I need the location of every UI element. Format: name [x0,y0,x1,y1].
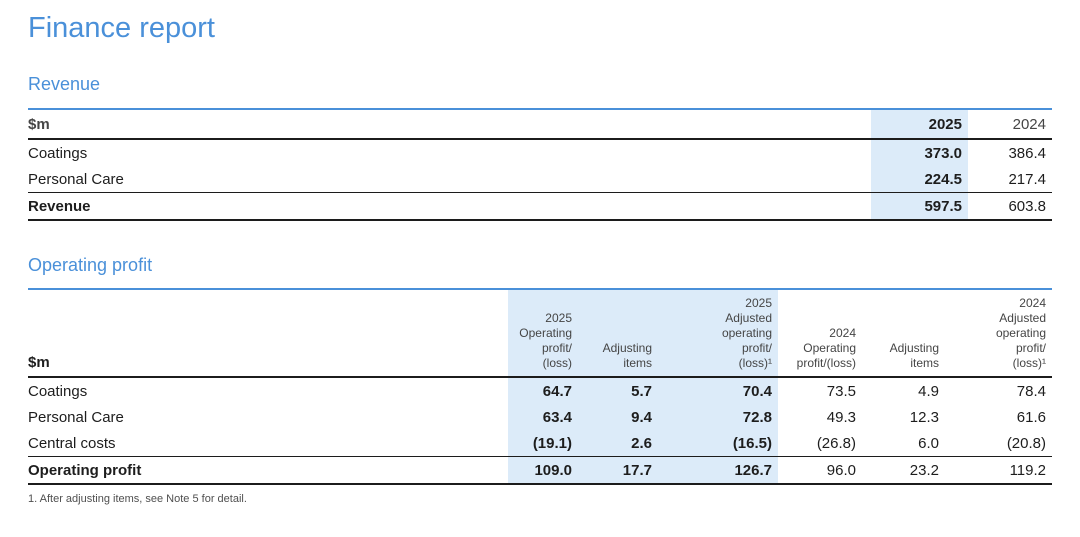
cell-value-2025: 224.5 [871,165,968,193]
op-col-header-2025-adjusted-operating-profit: 2025 Adjusted operating profit/ (loss)¹ [658,289,778,379]
table-row: Personal Care 63.4 9.4 72.8 49.3 12.3 61… [28,404,1052,431]
table-row: Coatings 64.7 5.7 70.4 73.5 4.9 78.4 [28,377,1052,405]
row-label: Personal Care [28,170,124,188]
revenue-section-heading: Revenue [28,73,101,94]
cell-value: 63.4 [508,404,578,431]
op-total-row: Operating profit 109.0 17.7 126.7 96.0 2… [28,456,1052,485]
op-col-header-2024-adjusting-items: Adjusting items [862,289,945,379]
op-header-row: $m 2025 Operating profit/ (loss) Adjusti… [28,289,1052,379]
cell-value: (26.8) [816,435,856,453]
cell-value-2024: 603.8 [968,191,1052,220]
row-label: Coatings [28,144,88,162]
cell-value: 78.4 [1016,383,1046,401]
row-label: Personal Care [28,409,124,427]
cell-value: (16.5) [658,430,778,457]
cell-value: 70.4 [658,377,778,405]
table-row: Central costs (19.1) 2.6 (16.5) (26.8) 6… [28,430,1052,457]
op-col-header-2025-adjusting-items: Adjusting items [578,289,658,379]
cell-value: 49.3 [826,409,856,427]
cell-value: (19.1) [508,430,578,457]
cell-value: 23.2 [862,456,945,485]
table-row: Personal Care 224.5 217.4 [28,165,1052,193]
row-label: Revenue [28,191,871,220]
revenue-header-row: $m 2025 2024 [28,108,1052,140]
revenue-table: $m 2025 2024 Coatings 373.0 386.4 Person… [28,107,1052,221]
table-row: Coatings 373.0 386.4 [28,138,1052,166]
cell-value: 5.7 [578,377,658,405]
cell-value: 96.0 [778,456,862,485]
revenue-col-header-2025: 2025 [871,108,968,140]
operating-profit-section: Operating profit $m 2025 Operating profi… [28,255,1052,486]
revenue-unit-label: $m [28,108,871,140]
cell-value: 72.8 [658,404,778,431]
cell-value-2024: 217.4 [1008,170,1046,188]
op-col-header-2024-adjusted-operating-profit: 2024 Adjusted operating profit/ (loss)¹ [945,289,1052,379]
operating-profit-section-heading: Operating profit [28,254,153,275]
op-unit-label: $m [28,289,508,379]
row-label: Central costs [28,435,116,453]
cell-value: 2.6 [578,430,658,457]
cell-value-2025: 597.5 [871,191,968,220]
cell-value-2025: 373.0 [871,138,968,166]
cell-value: 64.7 [508,377,578,405]
cell-value: 6.0 [918,435,939,453]
revenue-section: Revenue $m 2025 2024 Coatings 373.0 386.… [28,74,1052,221]
op-col-header-2024-operating-profit: 2024 Operating profit/(loss) [778,289,862,379]
footnote: 1. After adjusting items, see Note 5 for… [28,493,247,506]
cell-value: 73.5 [826,383,856,401]
cell-value: 61.6 [1016,409,1046,427]
revenue-total-row: Revenue 597.5 603.8 [28,191,1052,220]
row-label: Coatings [28,383,88,401]
cell-value: 12.3 [909,409,939,427]
cell-value: 126.7 [658,456,778,485]
row-label: Operating profit [28,456,508,485]
cell-value: 119.2 [945,456,1052,485]
operating-profit-table: $m 2025 Operating profit/ (loss) Adjusti… [28,288,1052,486]
revenue-col-header-2024: 2024 [968,108,1052,140]
cell-value-2024: 386.4 [1008,144,1046,162]
cell-value: 17.7 [578,456,658,485]
page-title: Finance report [28,12,215,44]
cell-value: 9.4 [578,404,658,431]
cell-value: (20.8) [1006,435,1046,453]
op-col-header-2025-operating-profit: 2025 Operating profit/ (loss) [508,289,578,379]
cell-value: 109.0 [508,456,578,485]
cell-value: 4.9 [918,383,939,401]
